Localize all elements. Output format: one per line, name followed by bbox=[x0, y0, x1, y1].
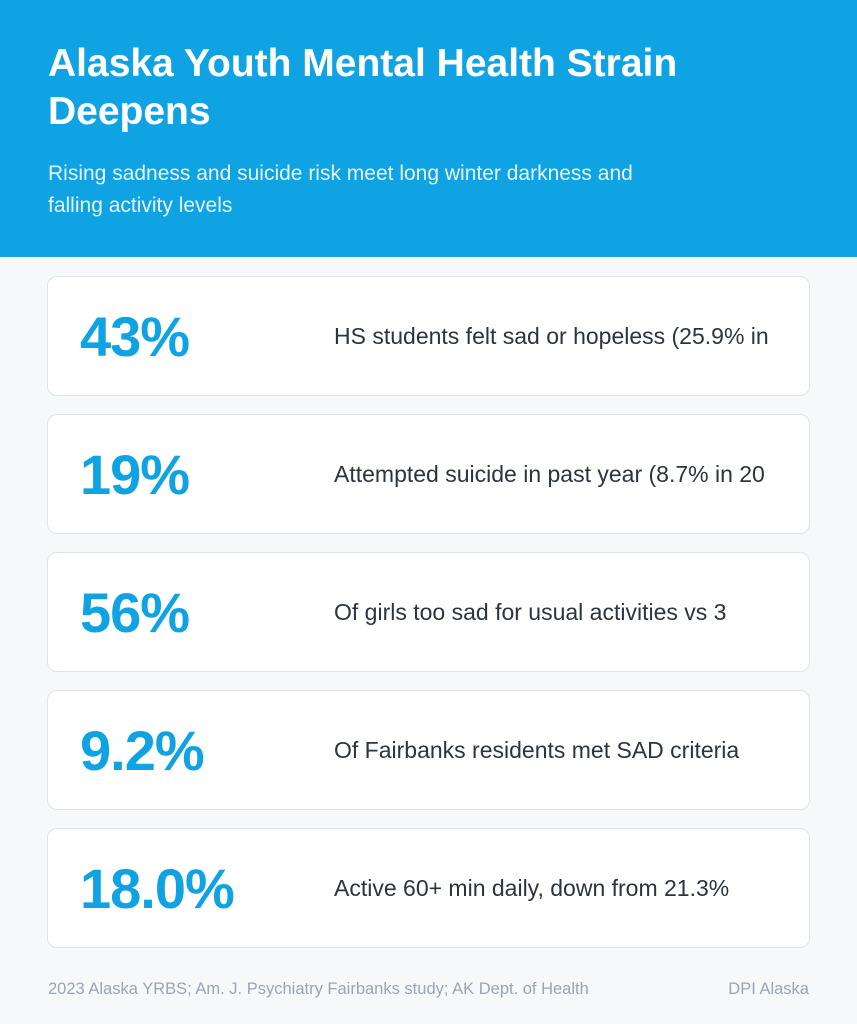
stat-value: 18.0% bbox=[80, 856, 235, 920]
footer: 2023 Alaska YRBS; Am. J. Psychiatry Fair… bbox=[48, 980, 809, 999]
stat-card: 18.0% Active 60+ min daily, down from 21… bbox=[47, 828, 810, 948]
stat-value: 9.2% bbox=[80, 718, 205, 782]
header-banner: Alaska Youth Mental Health Strain Deepen… bbox=[0, 0, 857, 257]
page-title: Alaska Youth Mental Health Strain Deepen… bbox=[48, 42, 678, 133]
stat-description: HS students felt sad or hopeless (25.9% … bbox=[334, 323, 769, 349]
brand-label: DPI Alaska bbox=[728, 980, 809, 998]
stat-description: Of Fairbanks residents met SAD criteria bbox=[334, 737, 740, 763]
source-note: 2023 Alaska YRBS; Am. J. Psychiatry Fair… bbox=[48, 980, 589, 998]
page-subtitle: Rising sadness and suicide risk meet lon… bbox=[48, 162, 633, 217]
stat-card: 9.2% Of Fairbanks residents met SAD crit… bbox=[47, 690, 810, 810]
stat-description: Of girls too sad for usual activities vs… bbox=[334, 599, 727, 625]
stat-description: Active 60+ min daily, down from 21.3% bbox=[334, 875, 730, 901]
stat-value: 19% bbox=[80, 442, 190, 506]
stat-card: 56% Of girls too sad for usual activitie… bbox=[47, 552, 810, 672]
stat-card: 19% Attempted suicide in past year (8.7%… bbox=[47, 414, 810, 534]
stat-card: 43% HS students felt sad or hopeless (25… bbox=[47, 276, 810, 396]
stat-value: 56% bbox=[80, 580, 190, 644]
stat-description: Attempted suicide in past year (8.7% in … bbox=[334, 461, 765, 487]
stat-value: 43% bbox=[80, 304, 190, 368]
stat-card-list: 43% HS students felt sad or hopeless (25… bbox=[47, 276, 810, 966]
